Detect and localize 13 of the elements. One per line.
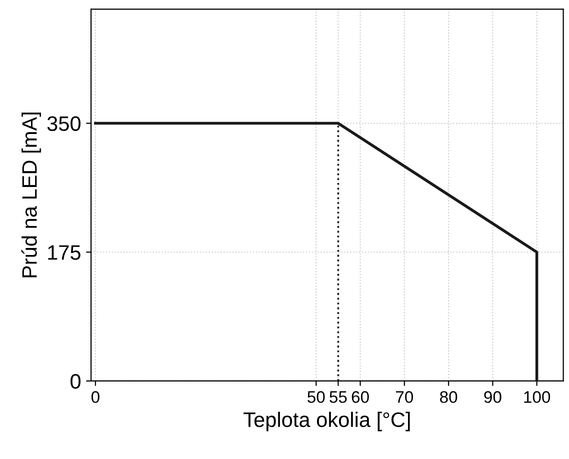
y-tick-label: 175 — [48, 245, 80, 260]
x-tick-label: 100 — [524, 391, 550, 403]
y-tick-label: 350 — [47, 116, 81, 132]
y-tick-label: 0 — [70, 374, 81, 389]
x-tick-label: 0 — [91, 391, 100, 403]
x-axis-title: Teplota okolia [°C] — [244, 412, 410, 432]
x-tick-label: 50 — [308, 391, 325, 403]
x-tick-label: 55 — [330, 391, 347, 403]
x-tick-label: 60 — [352, 391, 369, 403]
y-axis-title: Prúd na LED [mA] — [21, 112, 42, 278]
x-tick-label: 90 — [484, 391, 502, 403]
x-tick-label: 70 — [396, 391, 414, 403]
x-tick-label: 80 — [440, 391, 458, 403]
